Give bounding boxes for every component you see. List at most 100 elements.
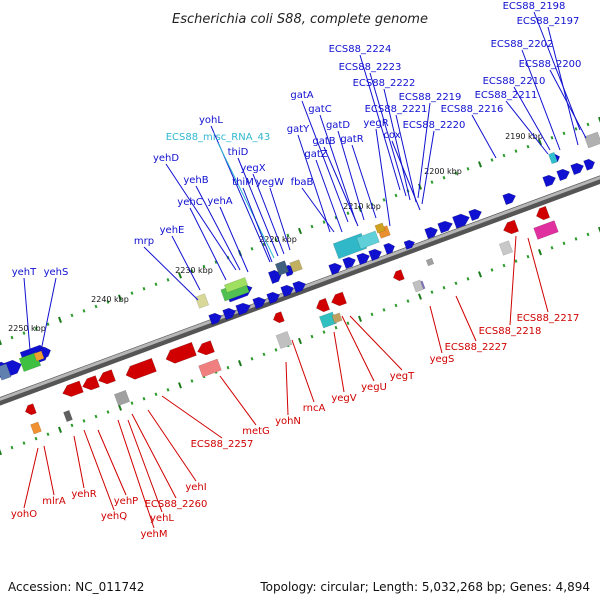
forward-gene-23 bbox=[452, 213, 470, 229]
label-yegv: yegV bbox=[331, 393, 356, 404]
label-yehm: yehM bbox=[140, 529, 167, 540]
kbp-label-2210-kbp: 2210 kbp bbox=[343, 202, 381, 211]
gene-block-olive-2 bbox=[331, 312, 343, 324]
kbp-label-2250-kbp: 2250 kbp bbox=[8, 324, 46, 333]
label-ecs88-2227-leader bbox=[455, 295, 477, 342]
label-ecs88-2219: ECS88_2219 bbox=[399, 92, 462, 103]
label-yehb-leader bbox=[195, 185, 241, 271]
label-yehl: yehL bbox=[150, 513, 174, 524]
label-yegx-leader bbox=[252, 173, 285, 255]
label-ecs88-2260-leader bbox=[131, 413, 177, 499]
label-ecs88-2227: ECS88_2227 bbox=[445, 342, 508, 353]
label-ecs88-2220: ECS88_2220 bbox=[403, 120, 466, 131]
forward-gene-22 bbox=[437, 220, 453, 234]
forward-gene-18 bbox=[368, 248, 382, 262]
label-thim: thiM bbox=[232, 177, 254, 188]
forward-gene-25 bbox=[502, 192, 516, 206]
label-yehi: yehI bbox=[185, 482, 206, 493]
label-yehp-leader bbox=[97, 429, 127, 496]
kbp-label-2240-kbp: 2240 kbp bbox=[91, 295, 129, 304]
label-ecs88-2223: ECS88_2223 bbox=[339, 62, 402, 73]
reverse-gene-13 bbox=[536, 205, 551, 221]
label-yegr: yegR bbox=[363, 118, 388, 129]
label-yehr-leader bbox=[73, 435, 85, 489]
forward-gene-26 bbox=[542, 174, 556, 188]
label-yehq: yehQ bbox=[101, 511, 127, 522]
label-gatd: gatD bbox=[326, 120, 350, 131]
forward-gene-10 bbox=[266, 291, 280, 305]
forward-gene-13 bbox=[267, 269, 282, 285]
label-ecs88-2221: ECS88_2221 bbox=[365, 104, 428, 115]
label-gata: gatA bbox=[290, 90, 313, 101]
reverse-gene-4 bbox=[98, 369, 116, 385]
reverse-gene-6 bbox=[165, 341, 197, 364]
label-yehe-leader bbox=[171, 235, 201, 291]
label-yegr-leader bbox=[375, 128, 391, 227]
label-ecs88-2224-leader bbox=[359, 54, 401, 191]
genome-title: Escherichia coli S88, complete genome bbox=[172, 12, 428, 27]
label-ecs88-2223-leader bbox=[369, 72, 407, 197]
label-ecs88-2211-leader bbox=[505, 100, 549, 155]
label-gatd-leader bbox=[337, 130, 365, 221]
label-yehb: yehB bbox=[183, 175, 208, 186]
label-mlra: mlrA bbox=[42, 496, 66, 507]
label-ecs88-2257: ECS88_2257 bbox=[191, 439, 254, 450]
tick-rows bbox=[0, 116, 600, 456]
reverse-gene-11 bbox=[392, 269, 405, 282]
accession-text: Accession: NC_011742 bbox=[8, 580, 145, 594]
label-yehm-leader bbox=[117, 419, 155, 529]
label-ecs88-2202-leader bbox=[521, 49, 561, 151]
kbp-label-2200-kbp: 2200 kbp bbox=[424, 167, 462, 176]
label-yegt: yegT bbox=[390, 371, 415, 382]
kbp-label-2230-kbp: 2230 kbp bbox=[175, 266, 213, 275]
label-gatc-leader bbox=[319, 114, 357, 223]
reverse-gene-8 bbox=[272, 311, 285, 324]
reverse-gene-7 bbox=[197, 340, 215, 356]
label-yoho: yohO bbox=[11, 509, 37, 520]
label-ecs88-2211: ECS88_2211 bbox=[475, 90, 538, 101]
label-metg-leader bbox=[219, 375, 257, 426]
gene-block-grey-4 bbox=[113, 389, 131, 407]
label-yehd: yehD bbox=[153, 153, 179, 164]
label-ecs88-2216-leader bbox=[471, 114, 497, 159]
forward-gene-20 bbox=[403, 239, 416, 250]
gene-block-grey-2 bbox=[425, 257, 435, 267]
label-mlra-leader bbox=[43, 445, 55, 496]
forward-gene-28 bbox=[570, 162, 584, 176]
forward-gene-17 bbox=[356, 252, 370, 266]
reverse-gene-3 bbox=[82, 375, 100, 391]
label-ecs88-2224: ECS88_2224 bbox=[329, 44, 392, 55]
label-yehq-leader bbox=[83, 429, 115, 511]
label-ecs88-2218: ECS88_2218 bbox=[479, 326, 542, 337]
label-yehe: yehE bbox=[160, 225, 185, 236]
label-gaty-leader bbox=[297, 134, 331, 233]
reverse-gene-1 bbox=[24, 403, 37, 416]
label-yehs-leader bbox=[41, 277, 57, 347]
gene-block-green-2 bbox=[223, 277, 249, 293]
forward-gene-27 bbox=[556, 168, 570, 182]
forward-gene-6 bbox=[208, 312, 222, 326]
label-yegv-leader bbox=[333, 331, 345, 393]
label-fbab-leader bbox=[301, 187, 335, 233]
label-thid: thiD bbox=[228, 147, 249, 158]
label-yehl-leader bbox=[127, 419, 163, 513]
forward-gene-29 bbox=[583, 158, 596, 171]
label-yegt-leader bbox=[349, 315, 403, 371]
reverse-gene-2 bbox=[62, 380, 84, 397]
gene-block-olive bbox=[289, 259, 303, 273]
forward-gene-7 bbox=[222, 307, 236, 321]
label-ecs88-2210: ECS88_2210 bbox=[483, 76, 546, 87]
label-gatz: gatZ bbox=[304, 149, 327, 160]
label-ecs88-2210-leader bbox=[513, 86, 551, 151]
label-ecs88-2197: ECS88_2197 bbox=[517, 16, 580, 27]
label-ecs88-misc-rna-43-leader bbox=[217, 142, 275, 259]
label-ecs88-2202: ECS88_2202 bbox=[491, 39, 554, 50]
label-ecs88-2222: ECS88_2222 bbox=[353, 78, 416, 89]
label-yegw-leader bbox=[269, 187, 291, 251]
label-yegu-leader bbox=[341, 315, 375, 382]
gene-block-grey-3 bbox=[498, 240, 514, 256]
label-mrp: mrp bbox=[134, 236, 154, 247]
label-thid-leader bbox=[237, 157, 279, 257]
forward-gene-9 bbox=[252, 296, 266, 310]
